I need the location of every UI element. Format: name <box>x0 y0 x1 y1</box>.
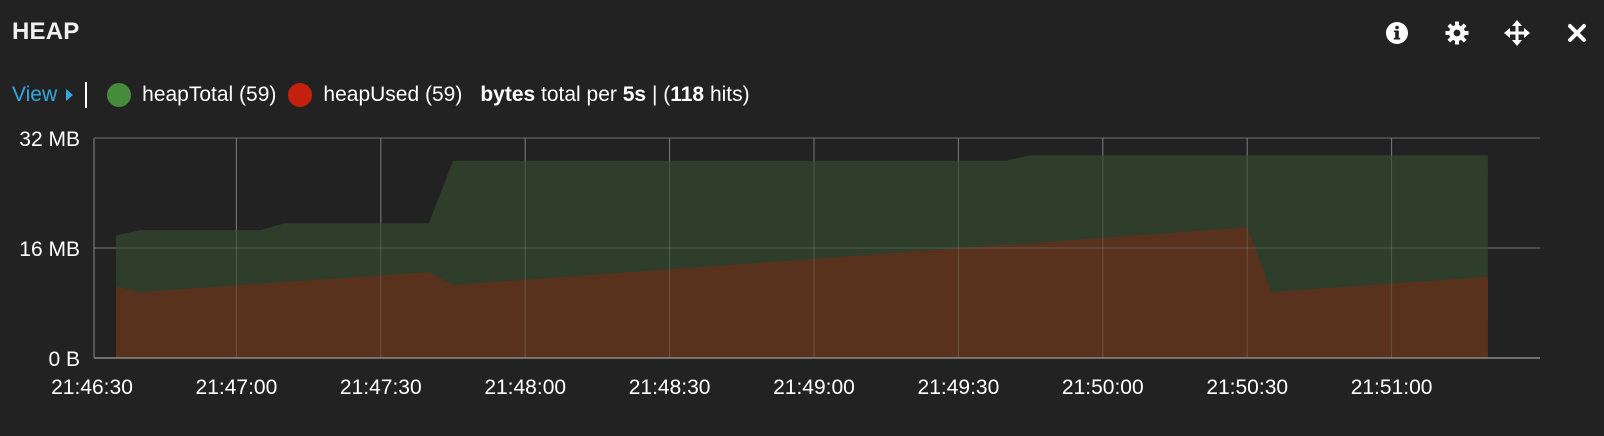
heaptotal-color-dot <box>107 83 132 107</box>
unit-text: total per <box>535 83 623 106</box>
x-tick-label: 21:47:30 <box>340 376 422 399</box>
heap-chart: 32 MB 16 MB 0 B 21:46:30 21:47:00 21:47:30 21:… <box>0 118 1604 436</box>
heap-chart-svg: 32 MB 16 MB 0 B 21:46:30 21:47:00 21:47:30 21:… <box>19 128 1540 399</box>
y-tick-label: 16 MB <box>19 238 80 261</box>
x-tick-label: 21:49:30 <box>918 376 1000 399</box>
x-tick-label: 21:48:30 <box>629 376 711 399</box>
close-button[interactable] <box>1564 20 1590 46</box>
legend-label-heapused: heapUsed (59) <box>323 83 463 106</box>
gear-icon <box>1445 21 1469 45</box>
hits-count: 118 <box>670 83 705 106</box>
caret-right-icon <box>66 89 74 101</box>
legend-item-heaptotal[interactable]: heapTotal (59) <box>107 83 276 107</box>
hits-prefix: | ( <box>646 83 671 106</box>
series-area-heapused <box>116 227 1488 358</box>
view-label: View <box>12 83 58 106</box>
x-tick-label: 21:48:00 <box>484 376 566 399</box>
x-tick-label: 21:49:00 <box>773 376 855 399</box>
x-tick-label: 21:50:30 <box>1206 376 1288 399</box>
x-tick-label: 21:46:30 <box>51 376 133 399</box>
heapused-color-dot <box>288 83 313 107</box>
x-tick-label: 21:47:00 <box>196 376 278 399</box>
unit-label: bytes <box>480 83 536 106</box>
close-icon <box>1568 24 1586 42</box>
legend-item-heapused[interactable]: heapUsed (59) <box>288 83 462 107</box>
panel-title: HEAP <box>12 18 80 45</box>
legend-label-heaptotal: heapTotal (59) <box>142 83 277 106</box>
info-button[interactable] <box>1384 20 1410 46</box>
legend-divider <box>85 82 88 108</box>
view-menu-link[interactable]: View <box>12 83 74 107</box>
panel-toolbar <box>1384 20 1590 46</box>
x-tick-label: 21:50:00 <box>1062 376 1144 399</box>
interval-label: 5s <box>622 83 647 106</box>
move-icon <box>1504 20 1530 46</box>
move-button[interactable] <box>1504 20 1530 46</box>
legend-bar: View heapTotal (59) heapUsed (59) bytes … <box>12 80 750 110</box>
y-tick-label: 32 MB <box>19 128 80 151</box>
settings-button[interactable] <box>1444 20 1470 46</box>
info-icon <box>1386 22 1408 44</box>
x-tick-label: 21:51:00 <box>1351 376 1433 399</box>
hits-suffix: hits) <box>704 83 750 106</box>
hit-info: bytes total per 5s | (118 hits) <box>480 83 749 107</box>
y-tick-label: 0 B <box>48 348 80 371</box>
